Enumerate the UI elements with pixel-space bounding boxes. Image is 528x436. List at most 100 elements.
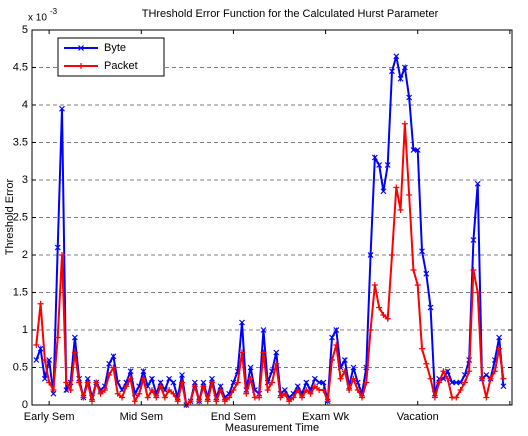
marker [474, 289, 481, 296]
marker [144, 394, 151, 401]
marker [239, 319, 245, 326]
marker [401, 120, 408, 127]
marker [423, 270, 430, 277]
marker [491, 368, 498, 375]
marker [410, 147, 417, 153]
marker [59, 252, 65, 258]
marker [329, 334, 335, 341]
marker [470, 267, 477, 273]
legend-marker [78, 63, 84, 69]
marker [406, 94, 413, 101]
marker [260, 349, 267, 356]
marker [350, 364, 357, 371]
marker [359, 394, 365, 401]
marker [84, 379, 91, 386]
y-tick-label: 0.5 [13, 361, 28, 373]
marker [449, 379, 455, 386]
y-tick-label: 1 [22, 324, 28, 336]
marker [80, 394, 87, 401]
marker [33, 357, 40, 363]
marker [209, 375, 215, 382]
x-tick-label: Mid Sem [120, 411, 163, 423]
y-tick-label: 2 [22, 249, 28, 261]
marker [380, 312, 387, 318]
marker [436, 379, 443, 386]
marker [393, 184, 400, 191]
marker [157, 379, 164, 386]
marker [84, 375, 91, 382]
marker [260, 327, 267, 333]
marker [247, 364, 254, 371]
marker [59, 105, 65, 112]
marker [217, 383, 224, 390]
marker [363, 379, 370, 386]
legend-label: Byte [104, 42, 126, 54]
marker [149, 375, 155, 382]
chart-title: THreshold Error Function for the Calcula… [142, 8, 439, 20]
marker [444, 368, 451, 375]
x-tick-label: End Sem [211, 411, 256, 423]
marker [466, 368, 473, 375]
marker [423, 360, 430, 367]
marker [333, 342, 340, 348]
marker [239, 349, 245, 356]
series-line [35, 123, 505, 407]
marker [384, 315, 391, 322]
marker [209, 379, 215, 386]
marker [397, 207, 404, 213]
marker [333, 327, 340, 333]
marker [54, 334, 61, 341]
y-tick-label: 0 [22, 399, 28, 411]
y-tick-label: 2.5 [13, 211, 28, 223]
marker [230, 387, 237, 393]
marker [46, 379, 53, 386]
marker [273, 360, 280, 367]
marker [41, 375, 48, 382]
marker [217, 387, 224, 393]
marker [401, 64, 408, 71]
marker [440, 368, 447, 375]
marker [46, 357, 53, 363]
marker [101, 387, 108, 393]
marker [140, 375, 147, 382]
marker [350, 375, 357, 382]
marker [286, 398, 293, 405]
marker [487, 375, 494, 382]
marker [119, 394, 125, 401]
marker [320, 387, 327, 393]
marker [324, 398, 331, 405]
marker [479, 375, 485, 382]
marker [496, 345, 503, 352]
marker [140, 368, 147, 375]
marker [294, 383, 301, 390]
marker [243, 390, 250, 397]
x-tick-label: Vacation [397, 411, 439, 423]
marker [76, 379, 83, 386]
marker [71, 334, 78, 341]
marker [273, 349, 280, 356]
marker [419, 345, 425, 352]
marker [346, 387, 353, 393]
marker [281, 387, 288, 393]
marker [389, 252, 395, 258]
y-tick-label: 1.5 [13, 286, 28, 298]
marker [414, 282, 421, 288]
marker [131, 398, 138, 405]
marker [226, 394, 233, 401]
marker [431, 394, 438, 401]
marker [50, 387, 57, 393]
marker [256, 394, 263, 401]
marker [230, 379, 237, 386]
marker [71, 349, 78, 356]
marker [453, 394, 460, 401]
marker [380, 188, 387, 195]
marker [483, 394, 490, 401]
legend-label: Packet [104, 60, 138, 72]
marker [269, 379, 275, 386]
marker [174, 398, 181, 405]
marker [234, 379, 241, 386]
marker [427, 304, 434, 311]
marker [127, 368, 134, 375]
x-tick-label: Early Sem [24, 411, 75, 423]
legend-marker [78, 45, 84, 51]
